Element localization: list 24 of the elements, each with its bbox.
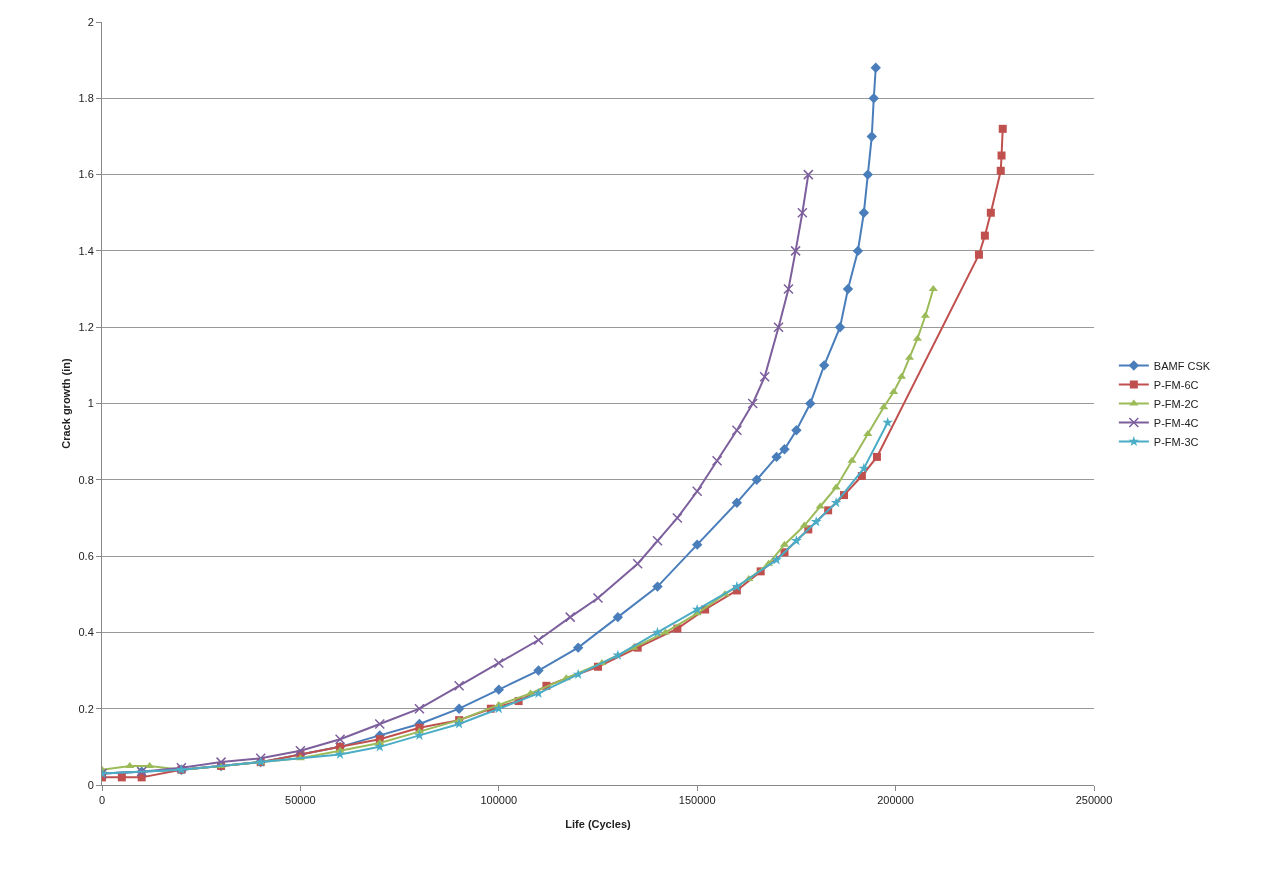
y-tick-label: 0.4 [78, 626, 94, 639]
y-tick-label: 0 [87, 778, 94, 791]
legend-label: P-FM-4C [1153, 416, 1199, 429]
x-tick-label: 0 [98, 794, 106, 807]
y-tick-label: 0.6 [78, 549, 94, 562]
y-tick-label: 1.8 [78, 92, 94, 105]
x-axis-title: Life (Cycles) [565, 818, 632, 830]
x-tick-label: 50000 [285, 794, 316, 807]
legend-label: P-FM-2C [1153, 397, 1199, 410]
y-tick-label: 1.4 [78, 244, 94, 257]
x-tick-label: 100000 [480, 794, 518, 807]
y-tick-label: 0.2 [78, 702, 94, 715]
x-tick-label: 200000 [877, 794, 914, 807]
y-tick-label: 0.8 [78, 473, 94, 486]
y-tick-label: 2 [87, 15, 94, 28]
y-tick-label: 1.6 [78, 168, 94, 181]
x-tick-label: 250000 [1075, 794, 1113, 807]
y-axis-title: Crack growth (in) [60, 357, 72, 449]
y-tick-label: 1.2 [78, 321, 94, 334]
y-tick-label: 1 [87, 397, 94, 410]
legend-label: P-FM-3C [1153, 435, 1199, 448]
legend-label: P-FM-6C [1153, 378, 1199, 391]
legend-label: BAMF CSK [1153, 359, 1211, 372]
x-tick-label: 150000 [678, 794, 716, 807]
